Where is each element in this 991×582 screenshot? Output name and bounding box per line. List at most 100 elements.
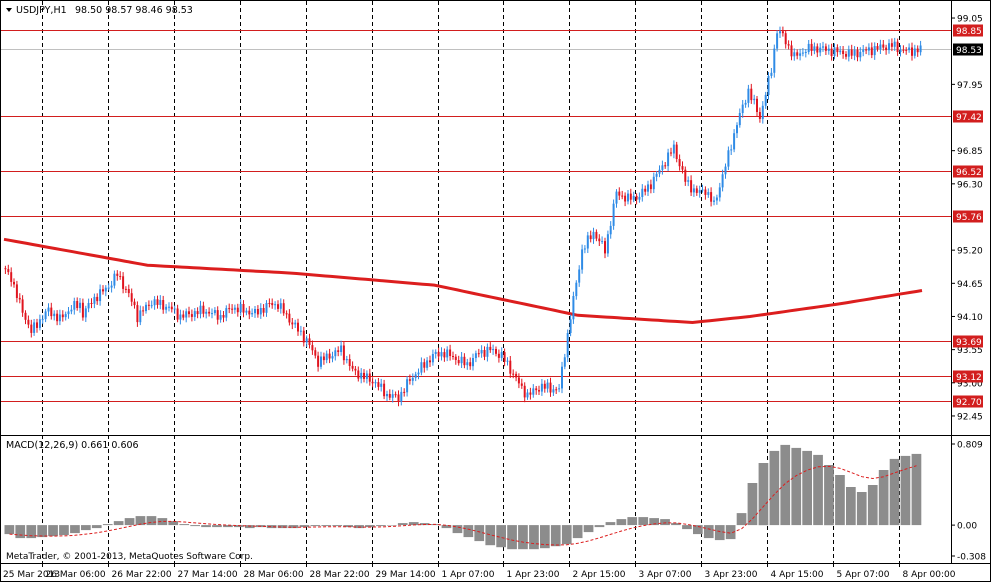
candle-body bbox=[130, 293, 133, 302]
candle-body bbox=[483, 350, 486, 357]
price-label: 93.00 bbox=[957, 379, 983, 389]
candle-body bbox=[827, 48, 830, 51]
candle-body bbox=[216, 310, 219, 320]
candle-body bbox=[182, 314, 185, 318]
level-tag-text: 96.52 bbox=[956, 168, 982, 178]
candle-body bbox=[664, 165, 667, 167]
candle-body bbox=[325, 353, 328, 361]
macd-bar bbox=[102, 524, 113, 526]
candle-body bbox=[282, 303, 285, 314]
candle-body bbox=[684, 169, 687, 182]
macd-bar bbox=[878, 470, 889, 526]
macd-bar bbox=[113, 521, 124, 526]
candle-body bbox=[431, 354, 434, 363]
candle-body bbox=[119, 276, 122, 277]
macd-bar bbox=[190, 525, 200, 527]
macd-bar bbox=[70, 525, 80, 534]
time-label: 2 Apr 15:00 bbox=[573, 570, 626, 580]
macd-bar bbox=[758, 463, 769, 526]
symbol-label: USDJPY,H1 bbox=[16, 5, 67, 16]
candle-body bbox=[552, 389, 555, 393]
candle-body bbox=[764, 94, 767, 106]
macd-bar bbox=[813, 454, 823, 526]
candle-body bbox=[744, 102, 747, 105]
candle-body bbox=[446, 349, 449, 358]
candle-body bbox=[79, 302, 81, 309]
candle-body bbox=[581, 249, 584, 270]
macd-bar bbox=[889, 458, 900, 526]
candle-body bbox=[251, 313, 254, 315]
candle-body bbox=[908, 47, 911, 51]
candle-body bbox=[391, 394, 394, 398]
candle-body bbox=[360, 372, 363, 379]
candle-body bbox=[595, 231, 598, 239]
macd-bar bbox=[824, 465, 834, 526]
candle-body bbox=[698, 190, 701, 193]
candle-body bbox=[575, 282, 578, 297]
candle-body bbox=[747, 88, 750, 103]
macd-bar bbox=[244, 525, 255, 529]
candle-body bbox=[199, 305, 202, 315]
macd-bar bbox=[321, 525, 332, 527]
time-label: 25 Mar 2013 bbox=[3, 570, 60, 580]
candle-body bbox=[377, 382, 380, 387]
candle-body bbox=[334, 350, 337, 357]
macd-bar bbox=[4, 525, 15, 535]
candle-body bbox=[822, 46, 824, 48]
candle-body bbox=[165, 306, 168, 310]
candle-body bbox=[73, 301, 76, 310]
candle-body bbox=[297, 322, 299, 332]
candle-body bbox=[383, 383, 386, 397]
candle-body bbox=[885, 47, 888, 51]
candle-body bbox=[672, 144, 675, 154]
macd-signal-layer bbox=[9, 465, 917, 546]
candle-body bbox=[225, 308, 228, 318]
candle-body bbox=[816, 46, 819, 53]
candle-body bbox=[368, 373, 371, 382]
candle-body bbox=[730, 149, 733, 151]
candle-body bbox=[770, 72, 773, 76]
candle-body bbox=[756, 98, 758, 112]
macd-bar bbox=[179, 524, 190, 526]
candle-body bbox=[627, 193, 629, 202]
macd-bar bbox=[660, 519, 670, 526]
candle-body bbox=[308, 338, 311, 345]
macd-bar bbox=[846, 487, 856, 526]
candle-body bbox=[741, 104, 744, 113]
level-tag-text: 98.85 bbox=[956, 27, 982, 37]
macd-bar bbox=[725, 525, 736, 540]
macd-bar bbox=[649, 518, 659, 526]
macd-bar bbox=[572, 525, 583, 539]
dropdown-triangle-icon[interactable] bbox=[6, 8, 12, 12]
candle-body bbox=[322, 356, 325, 361]
candle-body bbox=[865, 49, 868, 51]
candle-body bbox=[348, 359, 351, 366]
candle-body bbox=[612, 203, 615, 226]
candle-body bbox=[919, 45, 922, 53]
candle-body bbox=[394, 394, 397, 396]
candle-body bbox=[767, 75, 770, 95]
candle-body bbox=[486, 346, 489, 357]
candle-body bbox=[397, 394, 400, 402]
time-label: 29 Mar 14:00 bbox=[376, 570, 436, 580]
macd-bar bbox=[835, 475, 845, 526]
candle-body bbox=[621, 195, 624, 197]
candle-body bbox=[641, 188, 644, 197]
candle-body bbox=[773, 48, 776, 73]
candle-body bbox=[830, 48, 833, 57]
candle-body bbox=[540, 383, 543, 392]
candle-body bbox=[710, 192, 713, 202]
candle-body bbox=[859, 51, 862, 58]
candle-body bbox=[882, 44, 885, 48]
candle-body bbox=[176, 308, 179, 320]
macd-bar bbox=[135, 516, 146, 526]
candle-body bbox=[233, 307, 236, 310]
macd-axis-label: 0.00 bbox=[957, 522, 977, 532]
candle-body bbox=[847, 49, 850, 57]
candle-body bbox=[188, 311, 190, 315]
candle-body bbox=[76, 301, 79, 308]
level-tag-bg bbox=[953, 395, 983, 408]
candle-body bbox=[202, 305, 205, 314]
macd-bar bbox=[59, 525, 69, 536]
candle-body bbox=[127, 289, 130, 294]
